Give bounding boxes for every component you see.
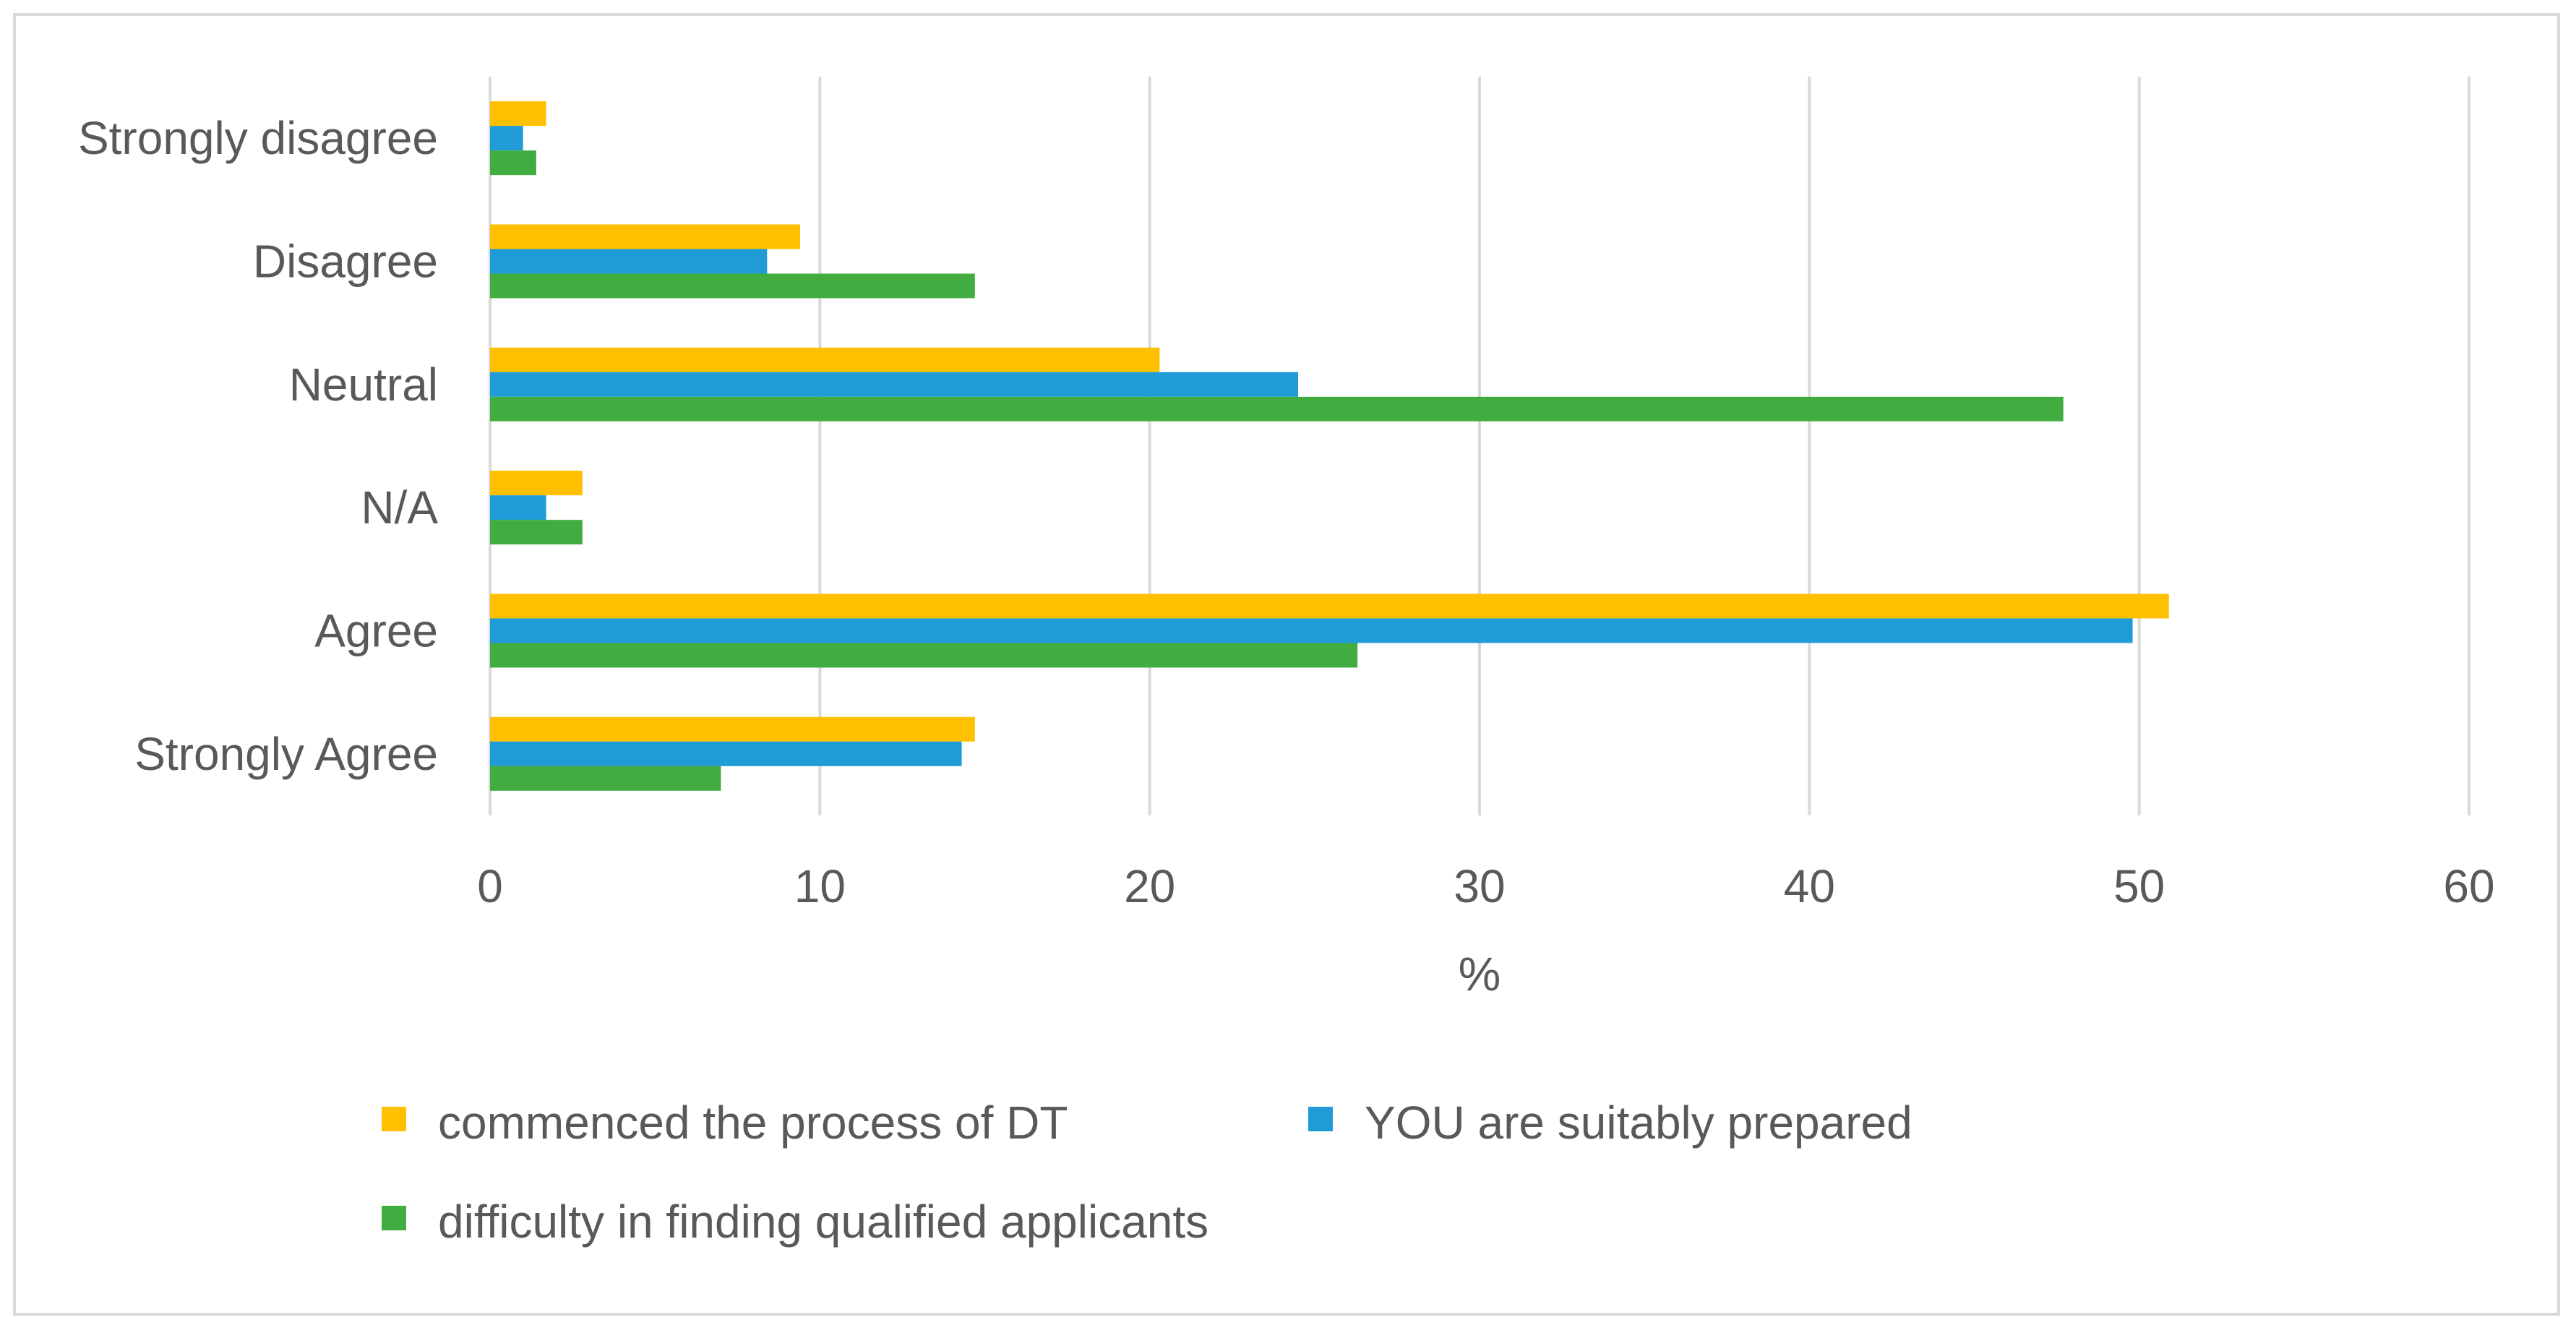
bar [490, 766, 721, 791]
bar [490, 150, 536, 176]
bar [490, 593, 2169, 619]
bar [490, 471, 583, 496]
x-tick-label: 20 [1124, 860, 1175, 912]
legend-label: difficulty in finding qualified applican… [438, 1196, 1208, 1248]
bar [490, 347, 1160, 372]
legend-swatch [382, 1107, 406, 1131]
category-label: Strongly disagree [78, 112, 438, 164]
x-tick-label: 0 [477, 860, 503, 912]
legend-swatch [1308, 1107, 1333, 1131]
bar [490, 716, 975, 742]
x-tick-label: 40 [1784, 860, 1835, 912]
bar [490, 618, 2133, 643]
bars [490, 101, 2169, 791]
legend-swatch [382, 1206, 406, 1230]
bar [490, 520, 583, 545]
bar [490, 495, 546, 520]
bar [490, 741, 962, 766]
bar [490, 224, 800, 249]
category-label: Neutral [289, 359, 438, 411]
gridlines [489, 77, 2470, 815]
bar [490, 273, 975, 299]
bar [490, 372, 1299, 397]
legend: commenced the process of DT YOU are suita… [382, 1097, 1912, 1248]
legend-label: YOU are suitably prepared [1365, 1097, 1912, 1149]
bar [490, 101, 546, 127]
x-tick-labels: 0 10 20 30 40 50 60 [477, 860, 2494, 912]
bar [490, 126, 523, 151]
x-tick-label: 60 [2443, 860, 2494, 912]
category-label: Disagree [253, 236, 438, 288]
category-label: Agree [314, 605, 438, 657]
bar [490, 396, 2064, 421]
x-tick-label: 50 [2113, 860, 2165, 912]
x-tick-label: 30 [1454, 860, 1505, 912]
category-labels: Strongly disagree Disagree Neutral N/A Agree… [78, 112, 438, 780]
category-label: N/A [361, 481, 438, 533]
x-tick-label: 10 [794, 860, 846, 912]
category-label: Strongly Agree [134, 728, 438, 780]
bar [490, 249, 768, 274]
x-axis-title: % [1459, 947, 1501, 1000]
bar [490, 643, 1358, 668]
legend-label: commenced the process of DT [438, 1097, 1068, 1149]
